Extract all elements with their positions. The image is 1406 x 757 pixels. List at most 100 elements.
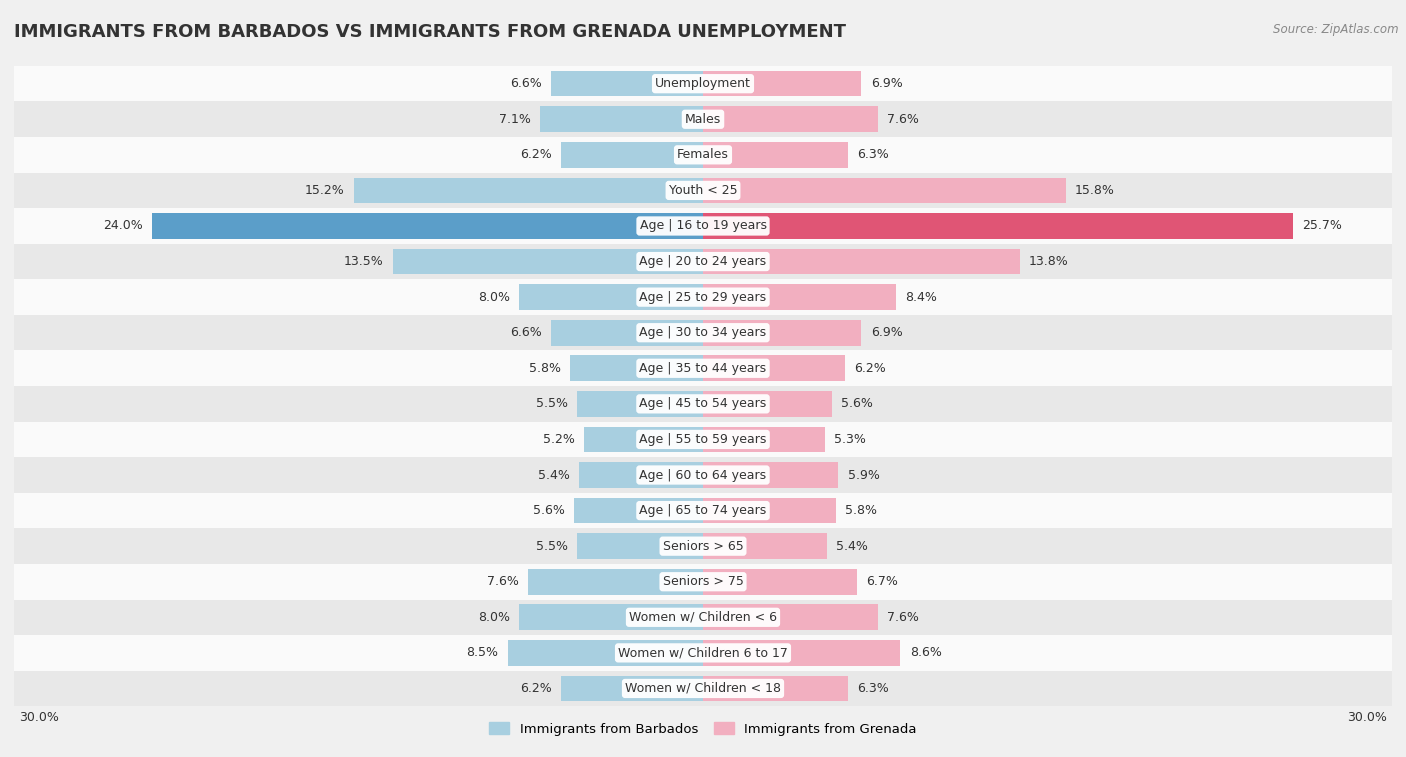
Text: Age | 60 to 64 years: Age | 60 to 64 years — [640, 469, 766, 481]
Bar — [14, 564, 1392, 600]
Bar — [703, 569, 856, 594]
Bar — [14, 493, 1392, 528]
Text: 6.3%: 6.3% — [856, 682, 889, 695]
Text: 5.8%: 5.8% — [845, 504, 877, 517]
Bar — [703, 391, 831, 416]
Bar — [583, 427, 703, 452]
Text: 15.8%: 15.8% — [1076, 184, 1115, 197]
Bar — [14, 386, 1392, 422]
Text: Unemployment: Unemployment — [655, 77, 751, 90]
Text: Women w/ Children < 6: Women w/ Children < 6 — [628, 611, 778, 624]
Text: 6.9%: 6.9% — [870, 326, 903, 339]
Text: Source: ZipAtlas.com: Source: ZipAtlas.com — [1274, 23, 1399, 36]
Text: 15.2%: 15.2% — [305, 184, 344, 197]
Bar — [703, 320, 862, 345]
Text: 5.6%: 5.6% — [533, 504, 565, 517]
Bar — [551, 71, 703, 96]
Bar — [551, 320, 703, 345]
Bar — [703, 71, 862, 96]
Bar — [576, 534, 703, 559]
Text: 5.9%: 5.9% — [848, 469, 880, 481]
Text: 5.4%: 5.4% — [837, 540, 868, 553]
Text: Females: Females — [678, 148, 728, 161]
Bar — [703, 249, 1019, 274]
Bar — [561, 142, 703, 167]
Bar — [354, 178, 703, 203]
Text: Age | 25 to 29 years: Age | 25 to 29 years — [640, 291, 766, 304]
Bar — [529, 569, 703, 594]
Bar — [14, 101, 1392, 137]
Bar — [569, 356, 703, 381]
Text: 5.6%: 5.6% — [841, 397, 873, 410]
Bar — [14, 137, 1392, 173]
Bar — [519, 605, 703, 630]
Text: 8.6%: 8.6% — [910, 646, 942, 659]
Text: 7.6%: 7.6% — [887, 113, 918, 126]
Text: 6.6%: 6.6% — [510, 326, 543, 339]
Text: Age | 65 to 74 years: Age | 65 to 74 years — [640, 504, 766, 517]
Text: 5.5%: 5.5% — [536, 540, 568, 553]
Bar — [703, 605, 877, 630]
Text: 8.4%: 8.4% — [905, 291, 936, 304]
Bar — [14, 315, 1392, 350]
Text: 5.2%: 5.2% — [543, 433, 575, 446]
Bar — [703, 640, 900, 665]
Bar — [14, 350, 1392, 386]
Bar — [703, 356, 845, 381]
Text: Seniors > 65: Seniors > 65 — [662, 540, 744, 553]
Text: 13.5%: 13.5% — [344, 255, 384, 268]
Text: 5.3%: 5.3% — [834, 433, 866, 446]
Bar — [703, 427, 825, 452]
Bar — [392, 249, 703, 274]
Text: 6.9%: 6.9% — [870, 77, 903, 90]
Text: Women w/ Children 6 to 17: Women w/ Children 6 to 17 — [619, 646, 787, 659]
Bar — [703, 213, 1294, 238]
Text: Youth < 25: Youth < 25 — [669, 184, 737, 197]
Bar — [703, 534, 827, 559]
Bar — [14, 635, 1392, 671]
Legend: Immigrants from Barbados, Immigrants from Grenada: Immigrants from Barbados, Immigrants fro… — [484, 717, 922, 741]
Bar — [703, 463, 838, 488]
Text: Age | 45 to 54 years: Age | 45 to 54 years — [640, 397, 766, 410]
Bar — [14, 244, 1392, 279]
Text: 5.8%: 5.8% — [529, 362, 561, 375]
Text: Age | 16 to 19 years: Age | 16 to 19 years — [640, 220, 766, 232]
Text: 5.4%: 5.4% — [538, 469, 569, 481]
Text: Age | 35 to 44 years: Age | 35 to 44 years — [640, 362, 766, 375]
Text: 6.3%: 6.3% — [856, 148, 889, 161]
Text: 6.2%: 6.2% — [520, 148, 551, 161]
Text: Age | 55 to 59 years: Age | 55 to 59 years — [640, 433, 766, 446]
Bar — [14, 600, 1392, 635]
Text: 30.0%: 30.0% — [18, 711, 59, 724]
Bar — [14, 208, 1392, 244]
Text: Women w/ Children < 18: Women w/ Children < 18 — [626, 682, 780, 695]
Bar — [575, 498, 703, 523]
Text: 25.7%: 25.7% — [1302, 220, 1343, 232]
Bar — [703, 498, 837, 523]
Bar — [703, 142, 848, 167]
Text: Age | 20 to 24 years: Age | 20 to 24 years — [640, 255, 766, 268]
Bar — [14, 66, 1392, 101]
Bar — [703, 676, 848, 701]
Bar — [508, 640, 703, 665]
Bar — [540, 107, 703, 132]
Text: 8.5%: 8.5% — [467, 646, 499, 659]
Bar — [519, 285, 703, 310]
Bar — [703, 178, 1066, 203]
Text: 5.5%: 5.5% — [536, 397, 568, 410]
Text: IMMIGRANTS FROM BARBADOS VS IMMIGRANTS FROM GRENADA UNEMPLOYMENT: IMMIGRANTS FROM BARBADOS VS IMMIGRANTS F… — [14, 23, 846, 41]
Text: Males: Males — [685, 113, 721, 126]
Bar — [576, 391, 703, 416]
Text: 6.7%: 6.7% — [866, 575, 898, 588]
Text: Seniors > 75: Seniors > 75 — [662, 575, 744, 588]
Text: 6.6%: 6.6% — [510, 77, 543, 90]
Bar — [561, 676, 703, 701]
Text: 8.0%: 8.0% — [478, 611, 510, 624]
Bar — [579, 463, 703, 488]
Bar — [703, 285, 896, 310]
Text: Age | 30 to 34 years: Age | 30 to 34 years — [640, 326, 766, 339]
Text: 6.2%: 6.2% — [520, 682, 551, 695]
Bar — [14, 279, 1392, 315]
Text: 7.6%: 7.6% — [887, 611, 918, 624]
Text: 13.8%: 13.8% — [1029, 255, 1069, 268]
